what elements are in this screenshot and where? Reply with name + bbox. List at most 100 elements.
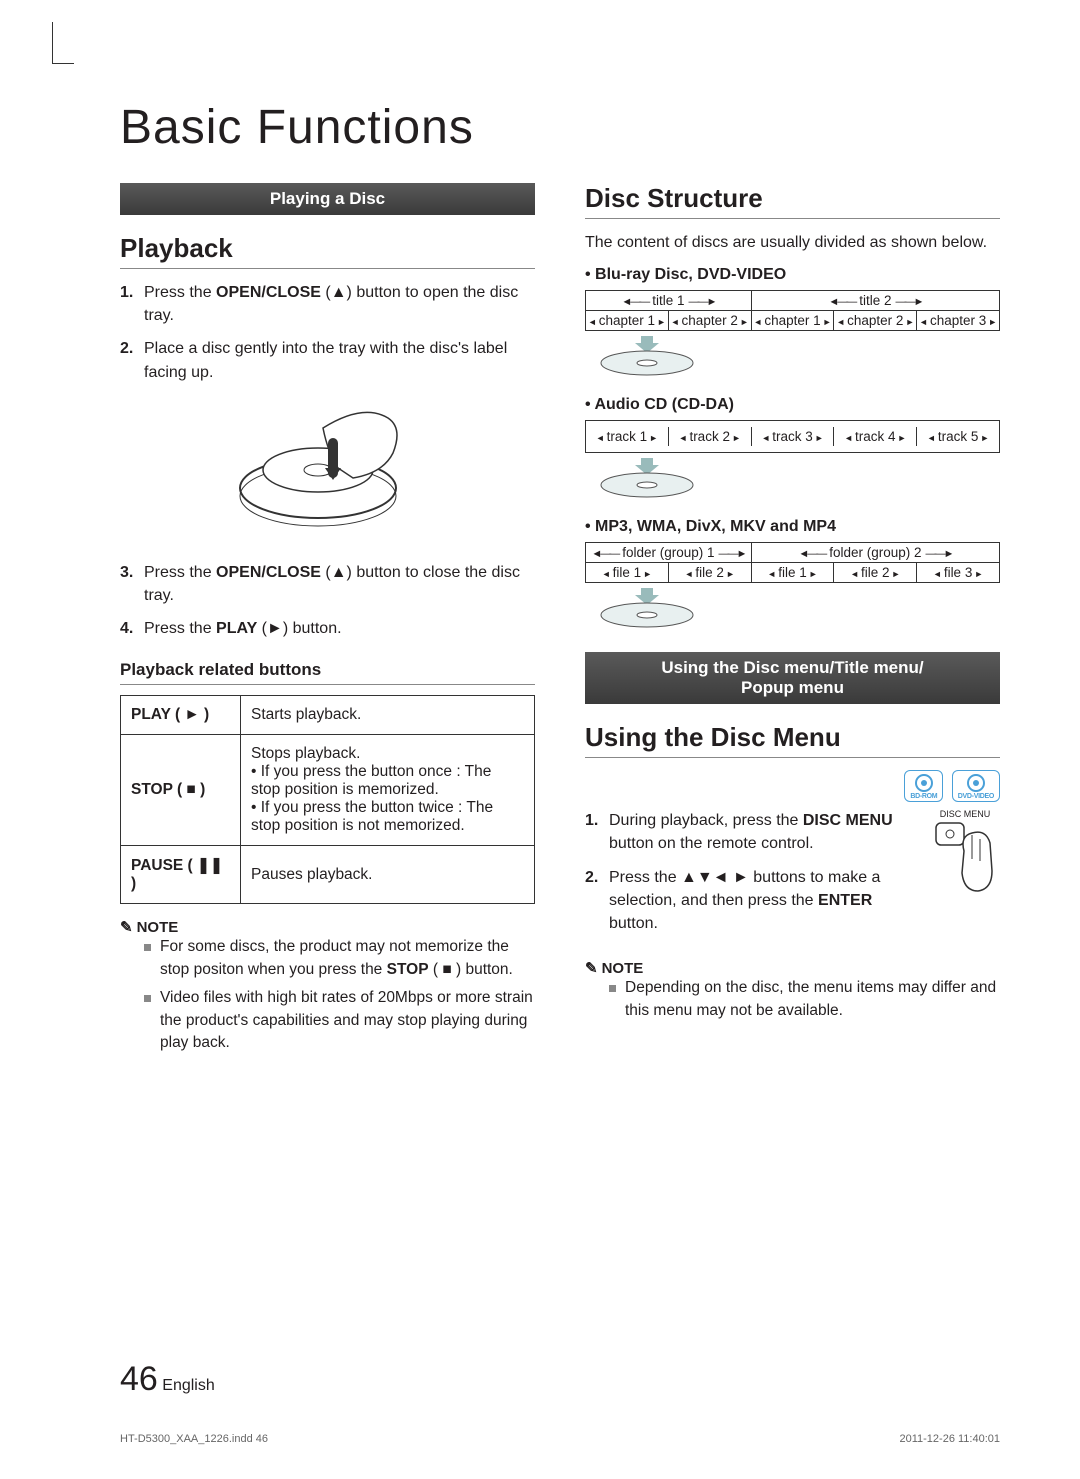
cell-val: Pauses playback. <box>241 846 535 904</box>
heading-playback: Playback <box>120 233 535 269</box>
table-row: PAUSE ( ❚❚ ) Pauses playback. <box>121 846 535 904</box>
page-content: Basic Functions Playing a Disc Playback … <box>0 0 1080 1101</box>
note-label: NOTE <box>137 919 179 936</box>
step-2: Press the ▲▼◄ ► buttons to make a select… <box>585 866 916 936</box>
text: Press the <box>144 284 216 301</box>
note-icon: ✎ <box>120 918 133 936</box>
tr: track 2 <box>668 427 751 446</box>
text: button. <box>609 915 658 932</box>
ch: chapter 1 <box>586 311 668 330</box>
badge-label: BD-ROM <box>910 793 937 800</box>
note-heading: ✎ NOTE <box>120 918 535 936</box>
note-label: NOTE <box>602 960 644 977</box>
note-item: Video files with high bit rates of 20Mbp… <box>144 987 535 1054</box>
playback-buttons-table: PLAY ( ► ) Starts playback. STOP ( ■ ) S… <box>120 695 535 904</box>
print-time: 2011-12-26 11:40:01 <box>899 1433 1000 1445</box>
struct-label-cd: • Audio CD (CD-DA) <box>585 396 1000 414</box>
note-list: For some discs, the product may not memo… <box>120 936 535 1054</box>
step-1: During playback, press the DISC MENU but… <box>585 809 916 855</box>
print-metadata: HT-D5300_XAA_1226.indd 46 2011-12-26 11:… <box>120 1433 1000 1445</box>
table-row: STOP ( ■ ) Stops playback. • If you pres… <box>121 735 535 846</box>
grp: folder (group) 2 <box>751 543 999 563</box>
note-item: For some discs, the product may not memo… <box>144 936 535 981</box>
tr: track 1 <box>586 427 668 446</box>
heading-using-disc-menu: Using the Disc Menu <box>585 722 1000 758</box>
playback-steps-cont: Press the OPEN/CLOSE (▲) button to close… <box>120 561 535 641</box>
fl: file 2 <box>668 563 751 582</box>
text: button on the remote control. <box>609 835 814 852</box>
struct-box-bd: title 1 title 2 chapter 1 chapter 2 chap… <box>585 290 1000 331</box>
tr: track 4 <box>833 427 916 446</box>
struct-label-bd: • Blu-ray Disc, DVD-VIDEO <box>585 266 1000 284</box>
bold: ENTER <box>818 892 872 909</box>
bold: PLAY <box>216 620 257 637</box>
tr: track 5 <box>916 427 999 446</box>
remote-button-illustration: DISC MENU <box>930 809 1000 901</box>
playback-steps: Press the OPEN/CLOSE (▲) button to open … <box>120 281 535 384</box>
page-number: 46 <box>120 1360 158 1398</box>
cell-key: PAUSE ( ❚❚ ) <box>121 846 241 904</box>
cell-val: Starts playback. <box>241 696 535 735</box>
disc-tray-illustration <box>120 398 535 543</box>
badge-label: DVD-VIDEO <box>958 793 994 800</box>
section-bar-playing: Playing a Disc <box>120 183 535 215</box>
tr: track 3 <box>751 427 834 446</box>
related-buttons-label: Playback related buttons <box>120 660 535 685</box>
text: During playback, press the <box>609 812 803 829</box>
text: (►) button. <box>257 620 341 637</box>
note-icon: ✎ <box>585 959 598 977</box>
title-2: title 2 <box>751 291 999 311</box>
section-bar-disc-menu: Using the Disc menu/Title menu/ Popup me… <box>585 652 1000 704</box>
grp: folder (group) 1 <box>586 543 751 563</box>
step-3: Press the OPEN/CLOSE (▲) button to close… <box>120 561 535 607</box>
ch: chapter 3 <box>916 311 999 330</box>
struct-box-mp3: folder (group) 1 folder (group) 2 file 1… <box>585 542 1000 583</box>
ch: chapter 2 <box>668 311 751 330</box>
note-list: Depending on the disc, the menu items ma… <box>585 977 1000 1022</box>
struct-label-mp3: • MP3, WMA, DivX, MKV and MP4 <box>585 518 1000 536</box>
note-item: Depending on the disc, the menu items ma… <box>609 977 1000 1022</box>
note-heading: ✎ NOTE <box>585 959 1000 977</box>
disc-type-badges: BD-ROM DVD-VIDEO <box>585 770 1000 803</box>
crop-mark <box>52 22 74 64</box>
step-2: Place a disc gently into the tray with t… <box>120 337 535 383</box>
page-title: Basic Functions <box>120 100 1000 155</box>
bold: STOP <box>387 961 429 978</box>
page-language: English <box>162 1377 214 1394</box>
text: ( ■ ) button. <box>429 961 513 978</box>
page-footer: 46 English <box>120 1360 215 1399</box>
two-column-layout: Playing a Disc Playback Press the OPEN/C… <box>120 183 1000 1061</box>
table-row: PLAY ( ► ) Starts playback. <box>121 696 535 735</box>
title-1: title 1 <box>586 291 751 311</box>
badge-bdrom: BD-ROM <box>904 770 943 802</box>
disc-icon <box>597 335 1000 382</box>
bold: OPEN/CLOSE <box>216 564 321 581</box>
text: Press the <box>144 620 216 637</box>
badge-dvd: DVD-VIDEO <box>952 770 1000 802</box>
left-column: Playing a Disc Playback Press the OPEN/C… <box>120 183 535 1061</box>
cell-val: Stops playback. • If you press the butto… <box>241 735 535 846</box>
step-1: Press the OPEN/CLOSE (▲) button to open … <box>120 281 535 327</box>
disc-menu-steps: During playback, press the DISC MENU but… <box>585 809 916 945</box>
cell-key: PLAY ( ► ) <box>121 696 241 735</box>
disc-icon <box>597 587 1000 634</box>
struct-box-cd: track 1 track 2 track 3 track 4 track 5 <box>585 420 1000 453</box>
remote-label: DISC MENU <box>930 809 1000 819</box>
disc-menu-steps-row: During playback, press the DISC MENU but… <box>585 809 1000 945</box>
right-column: Disc Structure The content of discs are … <box>585 183 1000 1061</box>
print-file: HT-D5300_XAA_1226.indd 46 <box>120 1433 268 1445</box>
step-4: Press the PLAY (►) button. <box>120 617 535 640</box>
fl: file 3 <box>916 563 999 582</box>
bold: DISC MENU <box>803 812 893 829</box>
ch: chapter 1 <box>751 311 834 330</box>
intro-text: The content of discs are usually divided… <box>585 231 1000 254</box>
ch: chapter 2 <box>833 311 916 330</box>
fl: file 1 <box>586 563 668 582</box>
cell-key: STOP ( ■ ) <box>121 735 241 846</box>
fl: file 1 <box>751 563 834 582</box>
text: Press the <box>144 564 216 581</box>
bold: OPEN/CLOSE <box>216 284 321 301</box>
fl: file 2 <box>833 563 916 582</box>
heading-disc-structure: Disc Structure <box>585 183 1000 219</box>
disc-icon <box>597 457 1000 504</box>
